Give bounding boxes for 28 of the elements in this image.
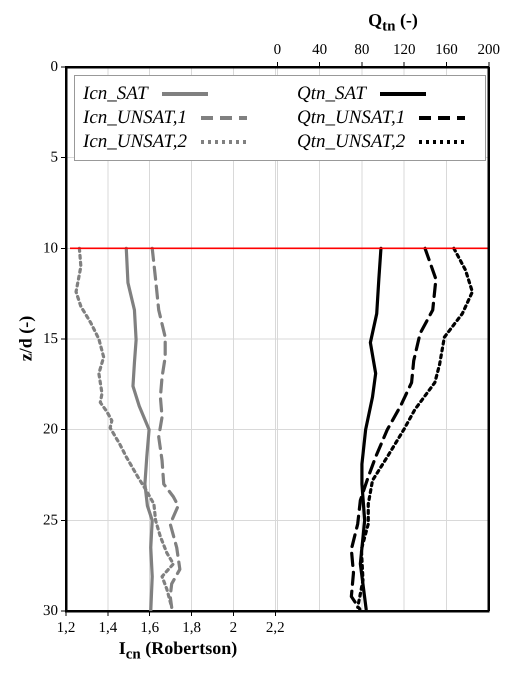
legend-label: Qtn_SAT [297, 83, 366, 105]
x-tick-label: 2 [230, 620, 238, 636]
y-tick-label: 0 [50, 58, 58, 75]
x2-tick-label: 40 [312, 42, 328, 58]
y-tick-label: 10 [43, 240, 58, 256]
x2-tick-label: 200 [478, 42, 500, 58]
x-tick-label: 2,2 [266, 620, 285, 636]
y-tick-label: 25 [43, 512, 58, 528]
x-tick-label: 1,4 [98, 620, 118, 636]
x2-axis-title: Q$_{tn}$ (-) [367, 10, 419, 36]
legend-label: Icn_UNSAT,2 [83, 131, 187, 153]
x-tick-label: 1,2 [56, 620, 76, 636]
x-axis-title: I$_{cn}$ (Robertson) [118, 638, 238, 664]
y-tick-label: 5 [50, 150, 58, 166]
y-axis-title: z/d (-) [16, 314, 36, 364]
x2-tick-label: 0 [274, 42, 282, 58]
legend-label: Qtn_UNSAT,2 [297, 131, 406, 153]
y-tick-label: 30 [43, 602, 58, 619]
legend-label: Icn_UNSAT,1 [83, 107, 187, 129]
y-tick-label: 20 [43, 422, 58, 438]
x-tick-label: 1,8 [182, 620, 201, 636]
legend-label: Qtn_UNSAT,1 [297, 107, 406, 129]
legend-label: Icn_SAT [83, 83, 148, 105]
x2-tick-label: 160 [435, 42, 458, 58]
y-tick-label: 15 [43, 330, 58, 347]
x2-tick-label: 120 [392, 42, 416, 58]
x-tick-label: 1,6 [140, 620, 160, 636]
x2-tick-label: 80 [354, 42, 370, 58]
